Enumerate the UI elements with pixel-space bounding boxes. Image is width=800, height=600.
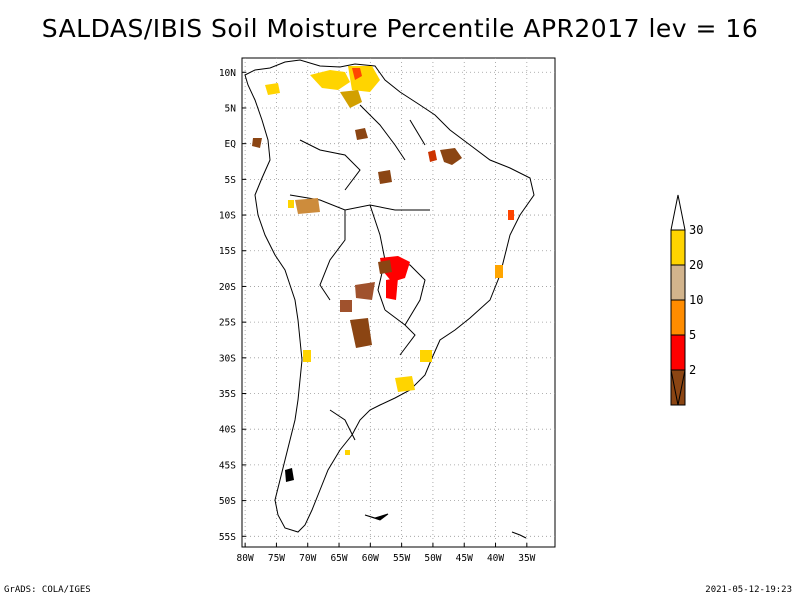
legend-label: 5 [689, 328, 696, 342]
legend-swatch [670, 299, 686, 336]
patch-red-north [352, 68, 362, 80]
patch-red-ne [428, 150, 437, 162]
legend-bottom-tip [670, 369, 686, 406]
lat-tick-label: 40S [219, 425, 236, 436]
patch-red-east [508, 210, 514, 220]
lat-tick-label: 35S [219, 389, 236, 400]
gridlines [242, 58, 555, 547]
patch-darkyellow-north [340, 90, 362, 108]
lat-tick-label: 10S [219, 211, 236, 222]
patch-yellow-south [395, 376, 415, 392]
data-patches [252, 66, 514, 482]
patch-tan-w [295, 198, 320, 214]
patch-brown-c2 [378, 170, 392, 184]
lat-tick-label: 10N [219, 68, 236, 79]
patch-yellow-north-1 [310, 70, 350, 90]
patch-red-pantanal-s [386, 278, 398, 300]
lat-tick-label: 45S [219, 460, 236, 471]
patch-brown-chaco [355, 282, 375, 300]
lon-tick-label: 80W [237, 553, 254, 564]
lat-tick-label: 15S [219, 246, 236, 257]
lon-tick-label: 50W [424, 553, 441, 564]
lat-tick-label: 50S [219, 496, 236, 507]
footer-timestamp: 2021-05-12-19:23 [705, 585, 792, 595]
legend-swatch [670, 229, 686, 266]
lat-tick-label: 5S [225, 175, 237, 186]
patch-brown-c1 [355, 128, 368, 140]
lon-tick-label: 60W [362, 553, 379, 564]
legend-label: 2 [689, 363, 696, 377]
continent-outline [244, 59, 535, 539]
patch-yellow-coast [288, 200, 294, 208]
patch-brown-ne [440, 148, 462, 165]
legend-swatch [670, 264, 686, 301]
patch-yellow-andes [303, 350, 311, 362]
longitude-tick-labels: 80W 75W 70W 65W 60W 55W 50W 45W 40W 35W [237, 543, 536, 564]
patch-yellow-patagonia [345, 450, 350, 455]
patch-orange-east [495, 265, 503, 278]
patch-brown-arg2 [340, 300, 352, 312]
legend-swatch [670, 334, 686, 371]
latitude-tick-labels: 10N 5N EQ 5S 10S 15S 20S 25S 30S 35S 40S 45S 50S 55S [219, 68, 246, 543]
lat-tick-label: 20S [219, 282, 236, 293]
lat-tick-label: EQ [225, 139, 237, 150]
lon-tick-label: 40W [487, 553, 504, 564]
lon-tick-label: 45W [456, 553, 473, 564]
lat-tick-label: 30S [219, 353, 236, 364]
lat-tick-label: 25S [219, 318, 236, 329]
patch-yellow-west [265, 83, 280, 95]
patch-brown-w1 [252, 138, 262, 148]
lon-tick-label: 35W [518, 553, 535, 564]
lon-tick-label: 75W [268, 553, 285, 564]
patch-brown-arg [350, 318, 372, 348]
legend-label: 30 [689, 223, 703, 237]
color-legend: 30 20 10 5 2 [670, 194, 703, 406]
lon-tick-label: 70W [299, 553, 316, 564]
map-title: SALDAS/IBIS Soil Moisture Percentile APR… [41, 14, 759, 43]
lon-tick-label: 55W [393, 553, 410, 564]
patch-brown-pantanal [378, 260, 392, 274]
legend-label: 20 [689, 258, 703, 272]
plot-frame [241, 57, 556, 548]
footer-credit: GrADS: COLA/IGES [4, 585, 91, 595]
lat-tick-label: 55S [219, 532, 236, 543]
lat-tick-label: 5N [225, 103, 237, 114]
legend-label: 10 [689, 293, 703, 307]
patch-yellow-south2 [420, 350, 432, 362]
legend-top-tip [670, 194, 686, 231]
lon-tick-label: 65W [330, 553, 347, 564]
patch-black-chile [285, 468, 294, 482]
